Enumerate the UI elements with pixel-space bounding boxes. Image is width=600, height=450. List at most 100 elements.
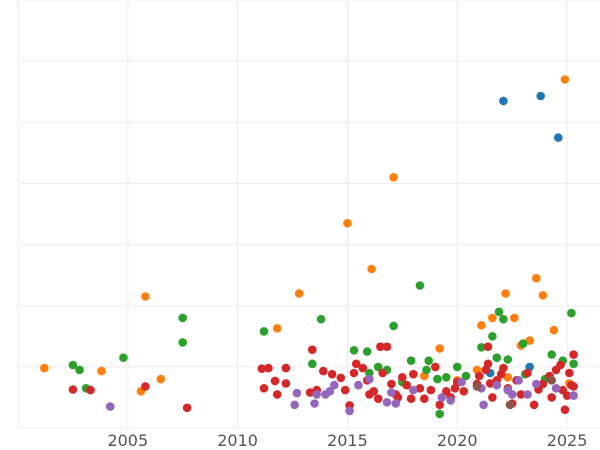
- data-point: [477, 343, 486, 352]
- data-point: [369, 387, 379, 396]
- data-point: [349, 368, 359, 378]
- data-point: [378, 368, 387, 378]
- data-point: [479, 400, 488, 410]
- data-point: [382, 398, 392, 407]
- data-point: [358, 363, 368, 373]
- data-point: [523, 368, 532, 378]
- data-point: [562, 391, 572, 400]
- data-point: [510, 313, 519, 323]
- data-point: [565, 368, 574, 378]
- data-point: [461, 371, 471, 381]
- data-point: [257, 364, 267, 374]
- x-tick-label: 2015: [327, 431, 368, 450]
- data-point: [446, 396, 456, 405]
- data-point: [459, 387, 469, 396]
- data-point: [312, 390, 322, 399]
- data-point: [556, 360, 565, 370]
- data-point: [450, 384, 460, 393]
- x-axis-ticks: 2005 2010 2015 2020 2025: [107, 431, 587, 450]
- data-point: [365, 368, 374, 378]
- data-point: [292, 388, 302, 398]
- data-point: [488, 393, 497, 402]
- data-point: [538, 291, 548, 300]
- data-point: [264, 363, 273, 373]
- data-point: [529, 400, 539, 410]
- data-point: [75, 365, 84, 375]
- data-point: [569, 350, 578, 359]
- data-point: [472, 382, 482, 391]
- data-point: [382, 342, 392, 352]
- x-tick-label: 2005: [107, 431, 148, 450]
- data-point: [182, 403, 192, 413]
- data-point: [308, 359, 317, 369]
- data-point: [330, 380, 339, 390]
- data-point: [156, 374, 166, 384]
- data-point: [485, 379, 495, 388]
- data-point: [327, 369, 337, 379]
- data-point: [325, 387, 335, 396]
- data-point: [40, 363, 49, 373]
- data-point: [435, 400, 445, 410]
- data-point: [373, 362, 383, 372]
- data-point: [424, 356, 434, 366]
- data-point: [452, 362, 462, 372]
- data-point: [259, 384, 269, 393]
- data-point: [431, 362, 440, 372]
- data-point: [294, 289, 304, 298]
- data-point: [178, 338, 187, 347]
- data-point: [141, 292, 150, 301]
- data-point: [483, 342, 493, 352]
- data-point: [68, 360, 78, 370]
- data-point: [415, 384, 425, 393]
- data-point: [387, 379, 396, 389]
- data-point: [569, 382, 578, 391]
- data-point: [477, 321, 486, 330]
- data-point: [435, 344, 445, 353]
- data-point: [492, 353, 502, 363]
- data-point: [409, 385, 418, 395]
- data-point: [351, 359, 361, 369]
- data-point: [272, 390, 282, 399]
- data-point: [398, 373, 407, 382]
- data-point: [567, 308, 576, 318]
- data-point: [536, 91, 545, 101]
- data-point: [503, 373, 513, 382]
- data-point: [178, 313, 187, 323]
- data-point: [547, 376, 556, 385]
- data-point: [389, 321, 398, 331]
- data-point: [551, 384, 561, 393]
- data-point: [442, 387, 451, 396]
- data-point: [420, 394, 429, 404]
- data-point: [554, 133, 563, 142]
- x-tick-label: 2025: [547, 431, 588, 450]
- data-point: [308, 345, 317, 355]
- data-point: [281, 363, 291, 373]
- data-point: [499, 363, 508, 373]
- data-point: [488, 332, 497, 341]
- data-point: [437, 393, 447, 402]
- data-point: [86, 385, 95, 395]
- data-point: [547, 393, 556, 402]
- data-point: [406, 394, 416, 404]
- data-point: [376, 342, 385, 352]
- data-point: [492, 380, 502, 390]
- data-point: [503, 355, 513, 364]
- data-point: [525, 336, 534, 345]
- data-point: [426, 385, 436, 395]
- data-point: [494, 307, 504, 317]
- data-point: [141, 382, 150, 391]
- data-point: [97, 366, 106, 376]
- data-point: [569, 391, 578, 400]
- data-point: [549, 325, 559, 335]
- data-point: [516, 390, 526, 399]
- data-point: [514, 376, 523, 385]
- data-point: [402, 380, 412, 390]
- data-point: [367, 264, 376, 274]
- data-point: [68, 385, 78, 394]
- data-point: [270, 376, 280, 386]
- data-point: [532, 273, 541, 283]
- data-point: [354, 380, 363, 390]
- data-point: [505, 400, 515, 410]
- x-tick-label: 2020: [437, 431, 478, 450]
